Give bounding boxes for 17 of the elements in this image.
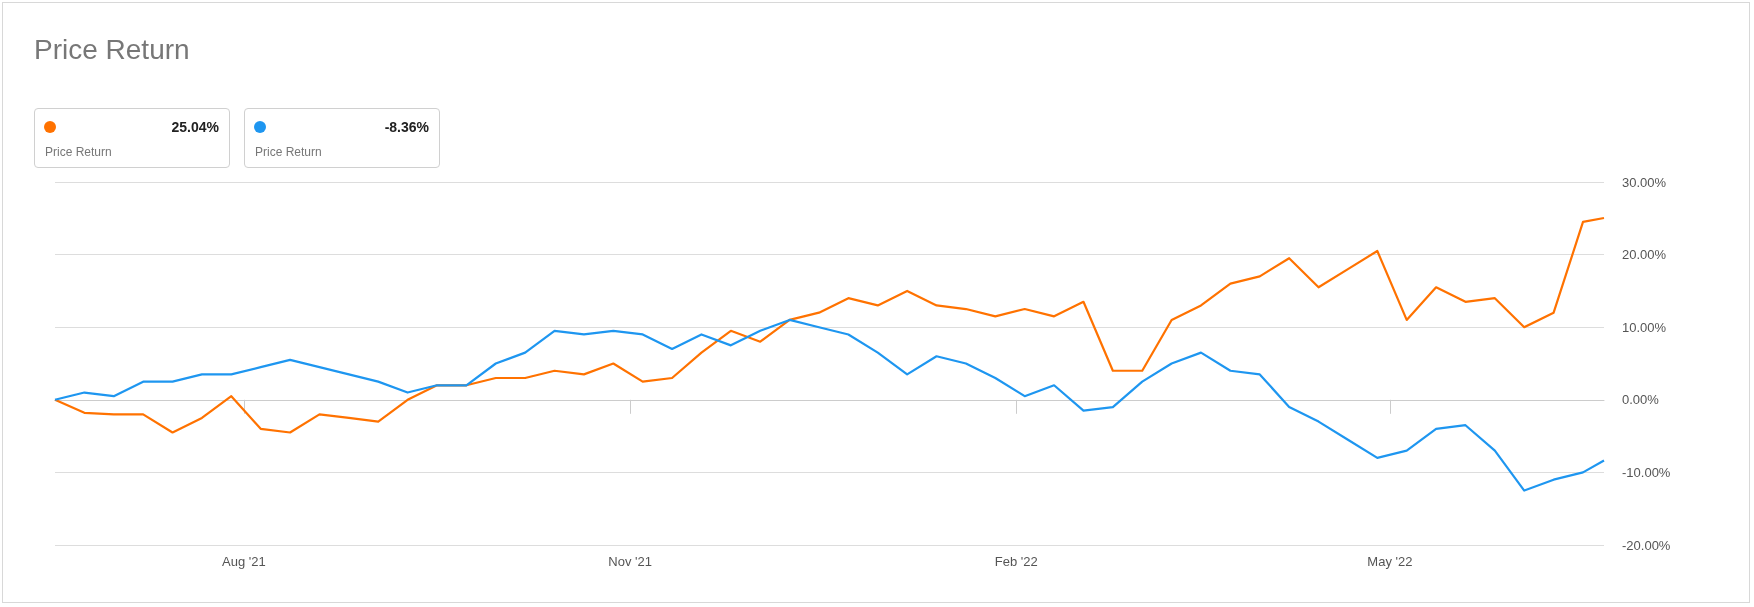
text: Price Return [255, 145, 322, 159]
y-tick-label: 0.00% [1622, 392, 1660, 408]
text: Price Return [45, 145, 112, 159]
y-tick-label: 20.00% [1622, 247, 1667, 263]
y-tick-label: 10.00% [1622, 319, 1667, 335]
y-tick-label: -20.00% [1622, 537, 1671, 553]
line-series [53, 216, 1606, 434]
chart-title: Price Return [34, 34, 190, 66]
text: 25.04% [171, 119, 219, 135]
y-tick-label: -10.00% [1622, 464, 1671, 480]
x-tick-label: May '22 [1367, 554, 1413, 569]
x-tick-label: Feb '22 [994, 554, 1038, 569]
x-tick-label: Nov '21 [608, 554, 652, 569]
x-tick-label: Aug '21 [222, 554, 266, 569]
line-series [53, 318, 1606, 492]
y-tick-label: 30.00% [1622, 174, 1667, 190]
text: -8.36% [384, 119, 429, 135]
